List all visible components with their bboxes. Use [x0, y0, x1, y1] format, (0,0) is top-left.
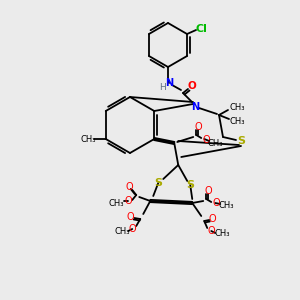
Text: O: O [124, 196, 132, 206]
Text: O: O [208, 214, 216, 224]
Text: S: S [186, 180, 194, 190]
Text: Cl: Cl [195, 24, 207, 34]
Text: N: N [165, 78, 173, 88]
Text: CH₃: CH₃ [218, 200, 234, 209]
Text: CH₃: CH₃ [229, 103, 245, 112]
Text: CH₃: CH₃ [208, 139, 223, 148]
Text: O: O [126, 212, 134, 222]
Text: H: H [160, 82, 167, 91]
Text: S: S [154, 178, 162, 188]
Text: CH₃: CH₃ [229, 116, 245, 125]
Text: O: O [202, 135, 210, 145]
Text: CH₃: CH₃ [214, 230, 230, 238]
Text: O: O [212, 198, 220, 208]
Text: S: S [237, 136, 245, 146]
Text: CH₃: CH₃ [80, 134, 95, 143]
Text: N: N [191, 102, 199, 112]
Text: O: O [188, 81, 196, 91]
Text: O: O [204, 186, 212, 196]
Text: CH₃: CH₃ [115, 227, 130, 236]
Text: O: O [125, 182, 133, 192]
Text: O: O [194, 122, 202, 132]
Text: O: O [207, 226, 215, 236]
Text: CH₃: CH₃ [109, 199, 124, 208]
Text: O: O [128, 224, 136, 234]
